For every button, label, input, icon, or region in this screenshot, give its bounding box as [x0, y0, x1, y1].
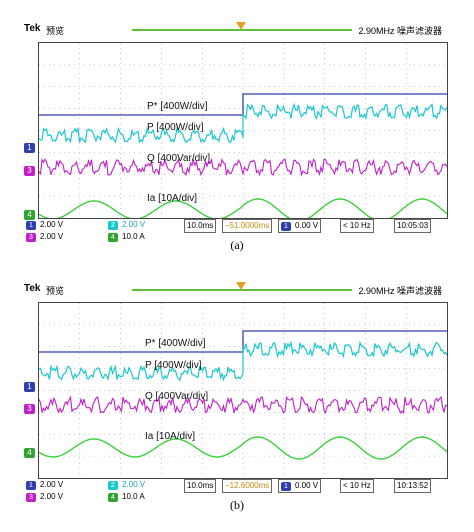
scope-panel-b: Tek 预览 2.90MHz 噪声滤波器 1 3 4 P* [400W/div]…	[22, 280, 448, 513]
scope-screen: P* [400W/div] P [400W/div] Q [400Var/div…	[38, 42, 448, 219]
ch1-marker-icon: 1	[24, 382, 35, 392]
scope-footer: 1 2.00 V 2 2.00 V 3 2.00 V 4 10.0 A 10.0ms −…	[22, 219, 448, 253]
scope-footer: 1 2.00 V 2 2.00 V 3 2.00 V 4 10.0 A 10.0ms −…	[22, 479, 448, 513]
p-ref-trace	[39, 93, 447, 116]
p-ref-trace	[39, 330, 447, 353]
scope-header: Tek 预览 2.90MHz 噪声滤波器	[22, 20, 448, 38]
clock-readout: 10:13:52	[394, 479, 432, 493]
caption-a: (a)	[230, 238, 244, 252]
trigger-line	[132, 289, 352, 291]
q-trace	[39, 157, 447, 177]
ia-trace	[39, 198, 447, 218]
p-ref-label: P* [400W/div]	[147, 101, 208, 112]
p-trace	[39, 340, 447, 382]
bandwidth-label: 2.90MHz 噪声滤波器	[358, 286, 442, 296]
ia-trace	[39, 436, 447, 460]
caption-b: (b)	[230, 498, 244, 512]
scope-header: Tek 预览 2.90MHz 噪声滤波器	[22, 280, 448, 298]
trigger-position-readout: −12.6000ms	[222, 479, 273, 493]
ch4-marker-icon: 4	[24, 448, 35, 458]
waveform-display	[39, 303, 447, 478]
trigger-position-icon	[236, 22, 246, 30]
scope-screen: P* [400W/div] P [400W/div] Q [400Var/div…	[38, 302, 448, 479]
timebase-readout: 10.0ms	[184, 479, 217, 493]
acq-rate-readout: < 10 Hz	[340, 479, 374, 493]
ch4-marker-icon: 4	[24, 210, 35, 220]
trigger-level-readout: 0.00 V	[295, 481, 319, 490]
ch2-scale: 2.00 V	[122, 480, 146, 489]
ch3-marker-icon: 3	[24, 404, 35, 414]
timebase-readout: 10.0ms	[184, 219, 217, 233]
trigger-position-readout: −51.0000ms	[222, 219, 273, 233]
q-label: Q [400Var/div]	[145, 391, 209, 402]
p-trace	[39, 102, 447, 144]
p-label: P [400W/div]	[145, 360, 202, 371]
ch1-scale: 2.00 V	[40, 480, 64, 489]
bandwidth-label: 2.90MHz 噪声滤波器	[358, 26, 442, 36]
clock-readout: 10:05:03	[394, 219, 432, 233]
waveform-display	[39, 43, 447, 218]
brand-label: Tek	[24, 23, 41, 34]
brand-label: Tek	[24, 283, 41, 294]
ch3-marker-icon: 3	[24, 166, 35, 176]
ch3-scale: 2.00 V	[40, 492, 64, 501]
q-label: Q [400Var/div]	[147, 153, 211, 164]
acq-rate-readout: < 10 Hz	[340, 219, 374, 233]
ia-label: Ia [10A/div]	[145, 431, 196, 442]
ch1-scale: 2.00 V	[40, 220, 64, 229]
ch1-marker-icon: 1	[24, 143, 35, 153]
scope-panel-a: Tek 预览 2.90MHz 噪声滤波器 1 3 4 P* [400W/div]…	[22, 20, 448, 253]
ch2-scale: 2.00 V	[122, 220, 146, 229]
mode-label: 预览	[46, 26, 65, 36]
ia-label: Ia [10A/div]	[147, 193, 198, 204]
ch4-scale: 10.0 A	[122, 232, 145, 241]
graticule	[39, 303, 447, 478]
q-trace	[39, 395, 447, 415]
ch4-scale: 10.0 A	[122, 492, 145, 501]
mode-label: 预览	[46, 286, 65, 296]
ch3-scale: 2.00 V	[40, 232, 64, 241]
trigger-position-icon	[236, 282, 246, 290]
trigger-level-readout: 0.00 V	[295, 221, 319, 230]
graticule	[39, 43, 447, 218]
p-label: P [400W/div]	[147, 122, 204, 133]
trigger-line	[132, 29, 352, 31]
p-ref-label: P* [400W/div]	[145, 338, 206, 349]
